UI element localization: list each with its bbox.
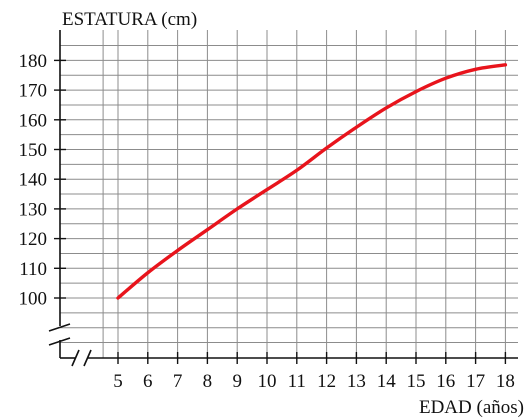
y-tick-label: 100 <box>19 289 48 310</box>
series <box>116 63 508 300</box>
y-axis-break-mark <box>48 323 71 332</box>
x-tick-label: 12 <box>317 371 336 392</box>
y-tick-label: 120 <box>19 229 48 250</box>
y-tick-label: 130 <box>19 199 48 220</box>
x-tick-label: 18 <box>496 371 515 392</box>
y-tick-label: 140 <box>19 170 48 191</box>
x-tick-label: 16 <box>436 371 455 392</box>
y-axis-title: ESTATURA (cm) <box>62 9 197 30</box>
x-tick-label: 14 <box>377 371 397 392</box>
x-axis-title: EDAD (años) <box>419 397 524 418</box>
x-tick-label: 8 <box>203 371 213 392</box>
x-axis-break-mark <box>71 349 80 367</box>
y-tick-label: 170 <box>19 81 48 102</box>
height-curve <box>116 63 508 300</box>
y-tick-label: 180 <box>19 51 48 72</box>
axes <box>48 30 518 367</box>
x-tick-label: 15 <box>407 371 426 392</box>
grid <box>60 30 518 358</box>
x-tick-label: 13 <box>347 371 366 392</box>
x-axis-break-mark <box>83 349 92 367</box>
x-tick-label: 17 <box>466 371 485 392</box>
y-axis-break-mark <box>48 337 71 346</box>
x-tick-label: 5 <box>113 371 123 392</box>
y-tick-label: 110 <box>19 259 47 280</box>
x-tick-label: 7 <box>173 371 183 392</box>
y-tick-label: 160 <box>19 110 48 131</box>
ticks: 100 110 120 130 140 150 160 170 180 5 6 7 8 9 10 11 12 13… <box>19 51 515 392</box>
x-tick-label: 9 <box>232 371 242 392</box>
x-tick-label: 10 <box>258 371 277 392</box>
x-tick-label: 6 <box>143 371 153 392</box>
x-tick-label: 11 <box>288 371 306 392</box>
y-tick-label: 150 <box>19 140 48 161</box>
